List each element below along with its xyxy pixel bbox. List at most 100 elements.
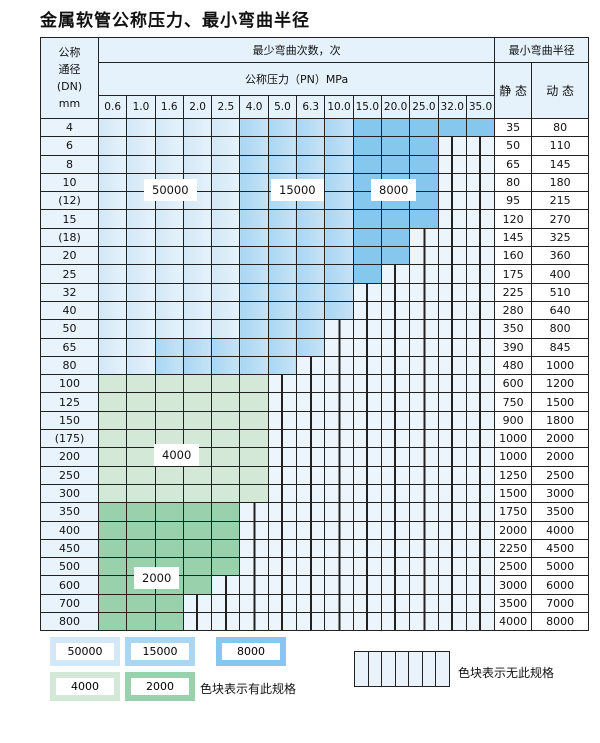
dynamic-radius-cell: 7000 [531,593,590,614]
static-radius-cell: 900 [494,410,533,431]
unavailable-cell [437,447,467,467]
cycles-cell-50000 [154,209,184,229]
cycles-cell-15000 [324,117,354,138]
dn-cell: 6 [40,136,99,156]
dynamic-radius-cell: 325 [531,227,590,248]
cycles-cell-4000 [97,465,128,485]
cycles-cell-50000 [211,264,241,284]
cycles-cell-8000 [380,209,411,229]
cycles-cell-8000 [380,117,411,138]
cycles-cell-2000 [182,520,213,540]
unavailable-cell [380,557,411,577]
static-radius-cell: 2000 [494,520,533,540]
unavailable-cell [465,575,496,595]
static-radius-cell: 600 [494,374,533,394]
static-radius-cell: 350 [494,319,533,339]
dynamic-radius-cell: 3000 [531,483,590,504]
dn-cell: 800 [40,612,99,632]
cycles-cell-2000 [126,593,156,614]
pressure-col-header: 1.6 [154,95,184,119]
cycles-cell-15000 [267,264,298,284]
dynamic-radius-cell: 270 [531,209,590,229]
cycles-cell-15000 [267,136,298,156]
unavailable-cell [409,593,439,614]
cycles-cell-2000 [182,575,213,595]
unavailable-cell [352,557,382,577]
cycles-cell-4000 [154,374,184,394]
static-radius-cell: 280 [494,300,533,321]
dn-header-line: mm [58,97,81,110]
cycles-cell-15000 [267,282,298,302]
static-radius-cell: 1000 [494,447,533,467]
dn-cell: 250 [40,465,99,485]
unavailable-cell [465,374,496,394]
cycles-cell-4000 [154,483,184,504]
cycles-cell-4000 [97,392,128,412]
unavailable-cell [324,447,354,467]
unavailable-cell [465,154,496,174]
cycles-cell-8000 [352,136,382,156]
legend-4000: 4000 [50,672,120,701]
dynamic-radius-cell: 2500 [531,465,590,485]
pressure-col-header: 6.3 [296,95,326,119]
cycles-cell-15000 [239,264,269,284]
unavailable-cell [324,392,354,412]
dynamic-radius-cell: 640 [531,300,590,321]
cycles-cell-4000 [239,483,269,504]
dn-cell: 300 [40,483,99,504]
static-radius-cell: 2500 [494,557,533,577]
cycles-cell-50000 [211,191,241,211]
cycles-cell-4000 [97,374,128,394]
cycles-cell-15000 [324,136,354,156]
cycles-cell-50000 [211,154,241,174]
page-title: 金属软管公称压力、最小弯曲半径 [40,11,310,31]
unavailable-cell [465,355,496,376]
unavailable-cell [465,502,496,522]
cycles-cell-4000 [97,429,128,449]
cycles-cell-50000 [154,300,184,321]
dn-cell: (18) [40,227,99,248]
dn-cell: 4 [40,117,99,138]
cycles-cell-50000 [154,246,184,266]
pressure-col-header: 25.0 [409,95,439,119]
unavailable-cell [380,410,411,431]
cycles-cell-15000 [267,117,298,138]
cycles-cell-4000 [182,483,213,504]
unavailable-cell [352,355,382,376]
static-header: 静 态 [494,62,533,119]
unavailable-cell [324,612,354,632]
cycles-cell-4000 [126,465,156,485]
unavailable-cell [296,429,326,449]
unavailable-cell [296,593,326,614]
unavailable-cell [465,209,496,229]
static-radius-cell: 35 [494,117,533,138]
unavailable-cell [352,410,382,431]
cycles-cell-15000 [239,191,269,211]
cycles-cell-4000 [211,447,241,467]
cycles-cell-50000 [97,300,128,321]
unavailable-cell [239,593,269,614]
dn-cell: (175) [40,429,99,449]
unavailable-cell [465,410,496,431]
cycles-cell-50000 [97,337,128,357]
dynamic-radius-cell: 110 [531,136,590,156]
unavailable-cell [352,502,382,522]
dynamic-radius-cell: 3500 [531,502,590,522]
cycles-cell-50000 [154,319,184,339]
cycles-cell-50000 [182,264,213,284]
cycles-cell-2000 [211,502,241,522]
unavailable-cell [324,538,354,559]
unavailable-cell [324,502,354,522]
cycles-cell-50000 [126,136,156,156]
cycles-cell-15000 [239,136,269,156]
cycles-cell-15000 [296,136,326,156]
static-radius-cell: 3000 [494,575,533,595]
table-row: 800 4000 8000 [40,612,590,632]
cycles-cell-15000 [296,300,326,321]
cycles-cell-50000 [97,209,128,229]
cycles-cell-15000 [239,319,269,339]
dn-cell: 15 [40,209,99,229]
cycles-cell-4000 [126,483,156,504]
cycles-cell-4000 [211,410,241,431]
table-row: (175) 1000 2000 [40,429,590,449]
